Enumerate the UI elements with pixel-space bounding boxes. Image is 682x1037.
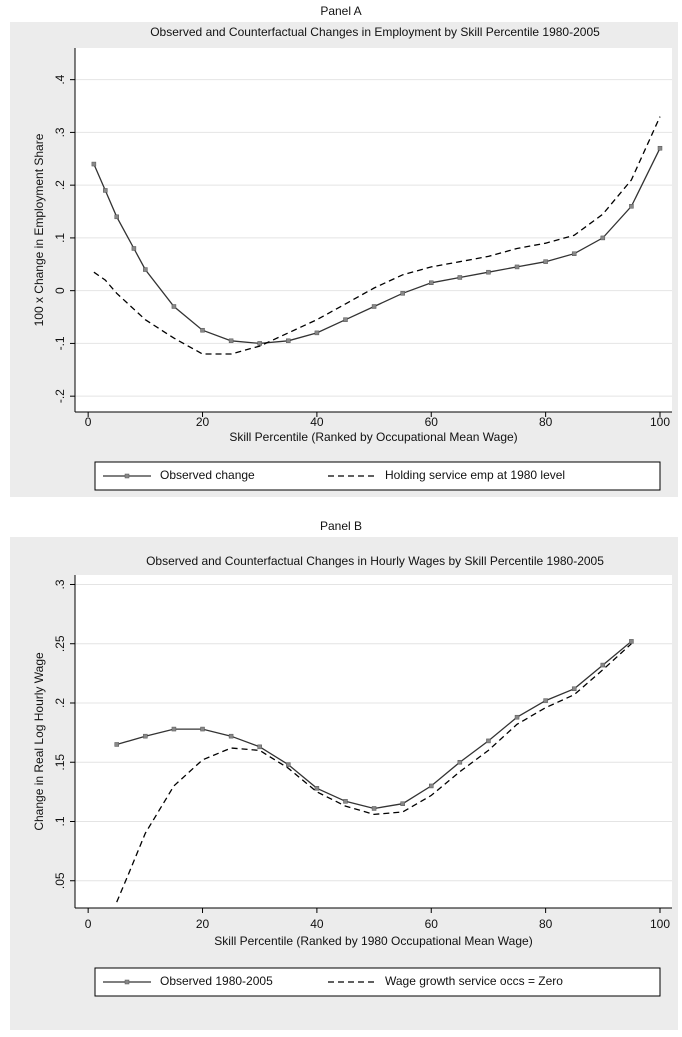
x-axis-label: Skill Percentile (Ranked by 1980 Occupat… <box>214 934 532 948</box>
point-marker <box>457 275 463 280</box>
point-marker <box>486 269 491 275</box>
point-marker <box>457 759 463 765</box>
point-marker <box>286 762 291 767</box>
point-marker <box>131 246 137 251</box>
legend-label: Wage growth service occs = Zero <box>385 974 563 988</box>
point-marker <box>543 259 548 264</box>
legend-label: Holding service emp at 1980 level <box>385 468 565 482</box>
point-marker <box>143 733 148 739</box>
point-marker <box>371 304 377 309</box>
x-tick-label: 80 <box>539 917 553 931</box>
point-marker <box>486 738 491 744</box>
y-tick-label: .25 <box>53 635 67 652</box>
x-tick-label: 40 <box>310 415 324 429</box>
panel-label: Panel B <box>320 519 362 533</box>
legend-marker <box>124 473 130 479</box>
point-marker <box>543 698 548 703</box>
y-axis-label: 100 x Change in Employment Share <box>32 133 46 326</box>
y-tick-label: .15 <box>53 754 67 771</box>
plot-area <box>75 575 672 908</box>
point-marker <box>429 280 434 286</box>
point-marker <box>600 235 606 241</box>
legend-box <box>94 967 661 997</box>
legend-label: Observed 1980-2005 <box>160 974 273 988</box>
point-marker <box>103 188 108 193</box>
point-marker <box>228 338 234 344</box>
x-axis-label: Skill Percentile (Ranked by Occupational… <box>229 430 517 444</box>
legend-marker <box>124 979 130 985</box>
point-marker <box>171 726 177 732</box>
y-tick-label: .05 <box>53 872 67 889</box>
point-marker <box>571 251 577 256</box>
y-tick-label: .1 <box>53 816 67 826</box>
chart-title: Observed and Counterfactual Changes in H… <box>146 554 604 568</box>
point-marker <box>343 317 348 322</box>
point-marker <box>171 304 177 309</box>
x-tick-label: 0 <box>85 917 92 931</box>
x-tick-label: 40 <box>310 917 324 931</box>
point-marker <box>400 291 405 296</box>
y-tick-label: .3 <box>53 579 67 589</box>
legend-label: Observed change <box>160 468 255 482</box>
point-marker <box>514 714 520 720</box>
panel-label: Panel A <box>320 4 361 18</box>
x-tick-label: 100 <box>650 415 670 429</box>
point-marker <box>429 783 434 789</box>
point-marker <box>286 338 291 344</box>
y-tick-label: .3 <box>53 127 67 137</box>
point-marker <box>114 214 119 220</box>
point-marker <box>629 204 634 209</box>
point-marker <box>228 733 234 739</box>
y-tick-label: -.1 <box>53 336 67 350</box>
y-tick-label: .1 <box>53 233 67 243</box>
y-tick-label: 0 <box>53 287 67 294</box>
x-tick-label: 20 <box>196 415 210 429</box>
plot-area <box>75 48 672 412</box>
x-tick-label: 60 <box>425 415 439 429</box>
point-marker <box>400 801 405 806</box>
point-marker <box>200 726 205 732</box>
chart-title: Observed and Counterfactual Changes in E… <box>150 25 600 39</box>
x-tick-label: 0 <box>85 415 92 429</box>
point-marker <box>629 639 634 644</box>
point-marker <box>314 786 320 791</box>
point-marker <box>314 330 320 336</box>
y-axis-label: Change in Real Log Hourly Wage <box>32 652 46 831</box>
legend-box <box>94 461 661 491</box>
y-tick-label: .2 <box>53 698 67 708</box>
point-marker <box>143 267 148 272</box>
point-marker <box>600 662 606 668</box>
x-tick-label: 60 <box>425 917 439 931</box>
x-tick-label: 100 <box>650 917 670 931</box>
point-marker <box>200 327 205 333</box>
point-marker <box>514 264 520 270</box>
point-marker <box>343 799 348 804</box>
point-marker <box>571 686 577 692</box>
x-tick-label: 20 <box>196 917 210 931</box>
point-marker <box>257 341 262 346</box>
point-marker <box>257 744 262 750</box>
x-tick-label: 80 <box>539 415 553 429</box>
series-line <box>116 643 632 903</box>
point-marker <box>371 806 377 811</box>
point-marker <box>91 161 97 167</box>
point-marker <box>114 742 119 747</box>
y-tick-label: .4 <box>53 74 67 84</box>
y-tick-label: .2 <box>53 180 67 190</box>
point-marker <box>657 145 663 151</box>
y-tick-label: -.2 <box>53 389 67 403</box>
